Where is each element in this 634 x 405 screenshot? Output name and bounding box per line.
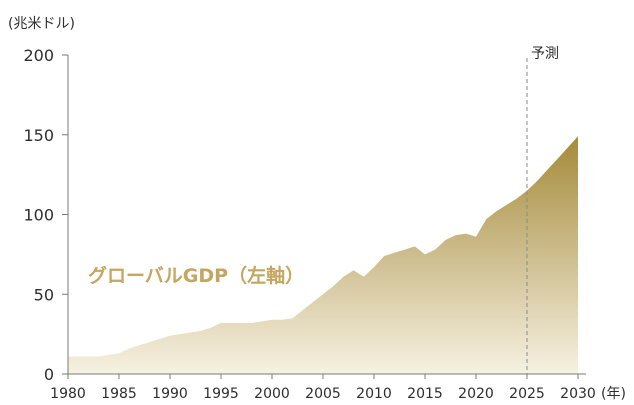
x-tick-label: 1990 <box>152 386 188 402</box>
y-tick-label: 200 <box>23 46 54 65</box>
x-tick-group: 1980 1985 1990 1995 2000 2005 2010 2015 2020 2025… <box>50 374 596 402</box>
x-tick-label: 2020 <box>458 386 494 402</box>
x-unit-label: (年) <box>601 386 626 402</box>
gdp-area <box>68 136 578 374</box>
x-tick-label: 2000 <box>254 386 290 402</box>
y-tick-label: 0 <box>44 365 54 384</box>
x-tick-label: 1980 <box>50 386 86 402</box>
y-tick-label: 100 <box>23 206 54 225</box>
y-tick-label: 150 <box>23 126 54 145</box>
y-tick-group: 0 50 100 150 200 <box>23 46 68 384</box>
x-tick-label: 1995 <box>203 386 239 402</box>
x-tick-label: 2010 <box>356 386 392 402</box>
x-tick-label: 2005 <box>305 386 341 402</box>
x-tick-label: 2015 <box>407 386 443 402</box>
forecast-label: 予測 <box>531 46 559 62</box>
y-tick-label: 50 <box>34 285 54 304</box>
series-label: グローバルGDP（左軸） <box>88 264 304 287</box>
y-unit-label: (兆米ドル) <box>8 16 75 32</box>
x-tick-label: 2025 <box>509 386 545 402</box>
x-tick-label: 1985 <box>101 386 137 402</box>
x-tick-label: 2030 <box>560 386 596 402</box>
